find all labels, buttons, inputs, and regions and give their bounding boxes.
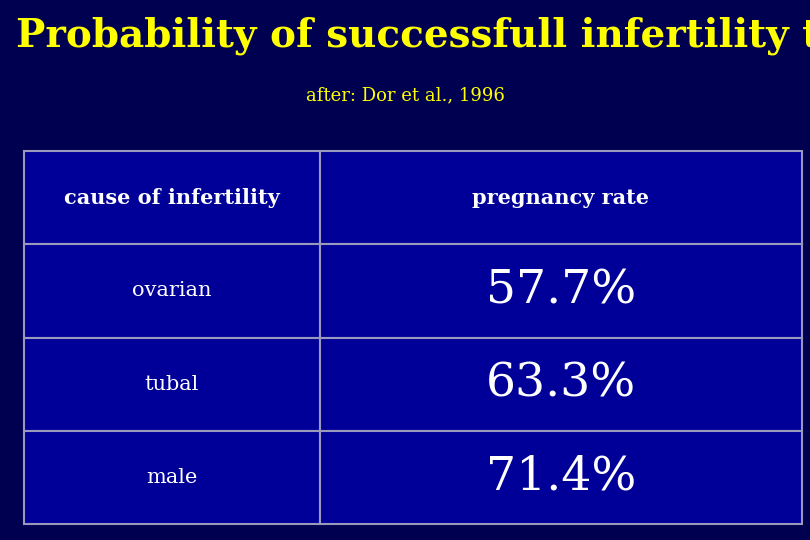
- Text: after: Dor et al., 1996: after: Dor et al., 1996: [305, 86, 505, 104]
- Bar: [24, 338, 320, 431]
- Text: cause of infertility: cause of infertility: [64, 188, 280, 208]
- Bar: [320, 244, 802, 338]
- Bar: [24, 431, 320, 524]
- Text: pregnancy rate: pregnancy rate: [472, 188, 650, 208]
- Bar: [320, 151, 802, 244]
- Bar: [24, 244, 320, 338]
- Bar: [320, 431, 802, 524]
- Text: Probability of successfull infertility treatment: Probability of successfull infertility t…: [16, 16, 810, 55]
- Text: 71.4%: 71.4%: [486, 455, 636, 500]
- Text: 57.7%: 57.7%: [486, 268, 636, 314]
- Bar: [320, 338, 802, 431]
- Text: 63.3%: 63.3%: [486, 361, 636, 407]
- Text: ovarian: ovarian: [132, 281, 211, 300]
- Text: tubal: tubal: [145, 375, 199, 394]
- Bar: [24, 151, 320, 244]
- Text: male: male: [147, 468, 198, 487]
